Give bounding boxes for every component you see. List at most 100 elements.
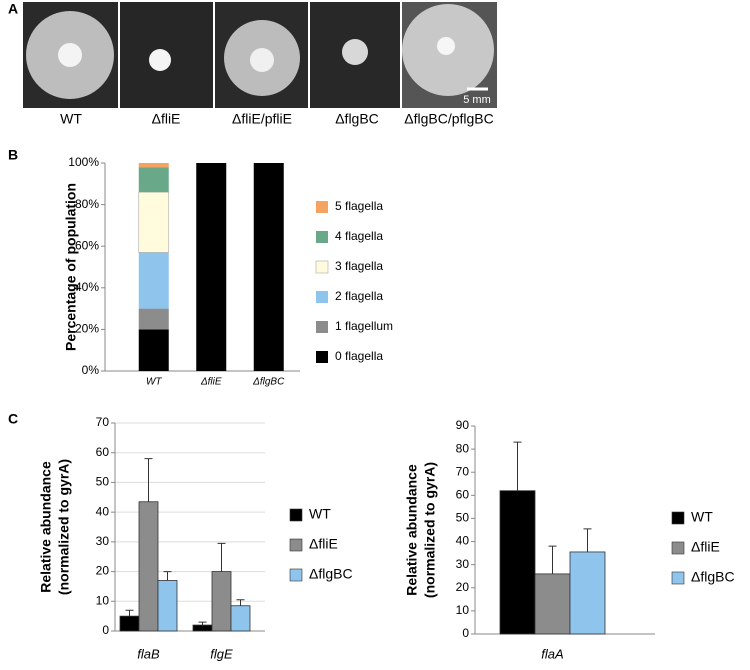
legend-swatch [289,508,303,522]
bar [499,490,536,635]
legend-label: 3 flagella [335,259,383,273]
error-bar [217,542,226,572]
y-tick-label: 60 [456,488,470,502]
bar-segment [138,191,170,253]
legend-label: 0 flagella [335,349,383,363]
image-label: WT [60,111,82,127]
panel-label: A [8,1,18,17]
image-label: ΔflgBC/pflgBC [404,111,494,127]
legend-swatch [289,538,303,552]
error-bar [548,545,557,574]
colony [250,48,274,72]
legend-label: ΔfliE [309,536,338,552]
legend-swatch [315,260,329,274]
y-tick-label: 10 [456,603,470,617]
legend-swatch [671,541,685,555]
legend-label: 4 flagella [335,229,383,243]
y-axis-label: (normalized to gyrA) [422,462,438,598]
y-axis-label: Relative abundance [404,464,420,596]
bar-segment [138,252,169,309]
legend-label: 5 flagella [335,199,383,213]
x-tick-label: flaA [541,646,563,661]
bar [157,580,178,632]
y-axis-label: (normalized to gyrA) [56,459,72,595]
error-bar [513,441,522,491]
y-tick-label: 20 [456,580,470,594]
y-tick-label: 0 [462,626,469,640]
error-bar [583,528,592,552]
y-tick-label: 50 [96,475,110,489]
bar [230,605,251,632]
legend-label: 2 flagella [335,289,383,303]
x-tick-label: flgE [210,646,233,661]
legend-label: ΔflgBC [691,569,735,585]
error-bar [125,609,134,617]
error-bar [236,599,245,606]
y-tick-label: 70 [96,415,110,429]
colony [149,49,171,71]
y-tick-label: 80 [456,441,470,455]
x-tick-label: WT [146,377,162,388]
error-bar [163,571,172,581]
legend-swatch [316,351,328,363]
legend-label: WT [691,509,713,525]
bar-segment [138,308,169,330]
y-tick-label: 40 [96,504,110,518]
legend-swatch [671,571,685,585]
panel-label: C [8,411,18,427]
bar-segment [138,167,169,193]
legend-swatch [316,291,328,303]
error-bar [198,621,207,626]
y-tick-label: 100% [68,155,99,169]
legend-label: ΔfliE [691,539,720,555]
y-tick-label: 20% [75,322,99,336]
legend-swatch [289,568,303,582]
legend-label: ΔflgBC [309,566,353,582]
plate-images [23,2,497,108]
legend-swatch [671,511,685,525]
legend-label: 1 flagellum [335,319,393,333]
panel-label: B [8,147,18,163]
legend-swatch [316,201,328,213]
colony [437,37,455,55]
legend-swatch [316,321,328,333]
y-tick-label: 10 [96,593,110,607]
bar-segment [138,329,169,371]
y-tick-label: 90 [456,418,470,432]
colony [58,43,82,67]
y-tick-label: 60 [96,445,110,459]
y-axis-label: Percentage of population [63,183,79,351]
bar [138,501,159,632]
y-tick-label: 30 [456,557,470,571]
y-tick-label: 60% [75,238,99,252]
bar-segment [253,163,284,371]
error-bar [144,458,153,502]
scale-bar-label: 5 mm [463,94,491,106]
y-tick-label: 30 [96,534,110,548]
y-tick-label: 20 [96,564,110,578]
bar [211,571,232,632]
y-tick-label: 80% [75,197,99,211]
y-tick-label: 0 [102,623,109,637]
bar [192,624,213,632]
image-label: ΔfliE/pfliE [232,111,292,127]
y-tick-label: 40 [456,534,470,548]
colony [342,39,368,65]
image-label: ΔfliE [152,111,181,127]
x-tick-label: ΔflgBC [252,377,285,388]
bar [119,615,140,632]
legend-swatch [316,231,328,243]
bar-segment [138,163,169,168]
y-axis-label: Relative abundance [38,461,54,593]
legend-label: WT [309,506,331,522]
bar [569,551,606,635]
y-tick-label: 0% [82,363,100,377]
image-label: ΔflgBC [335,111,379,127]
y-tick-label: 40% [75,280,99,294]
y-tick-label: 70 [456,464,470,478]
x-tick-label: flaB [137,646,160,661]
bar [534,573,571,635]
x-tick-label: ΔfliE [200,377,222,388]
y-tick-label: 50 [456,511,470,525]
